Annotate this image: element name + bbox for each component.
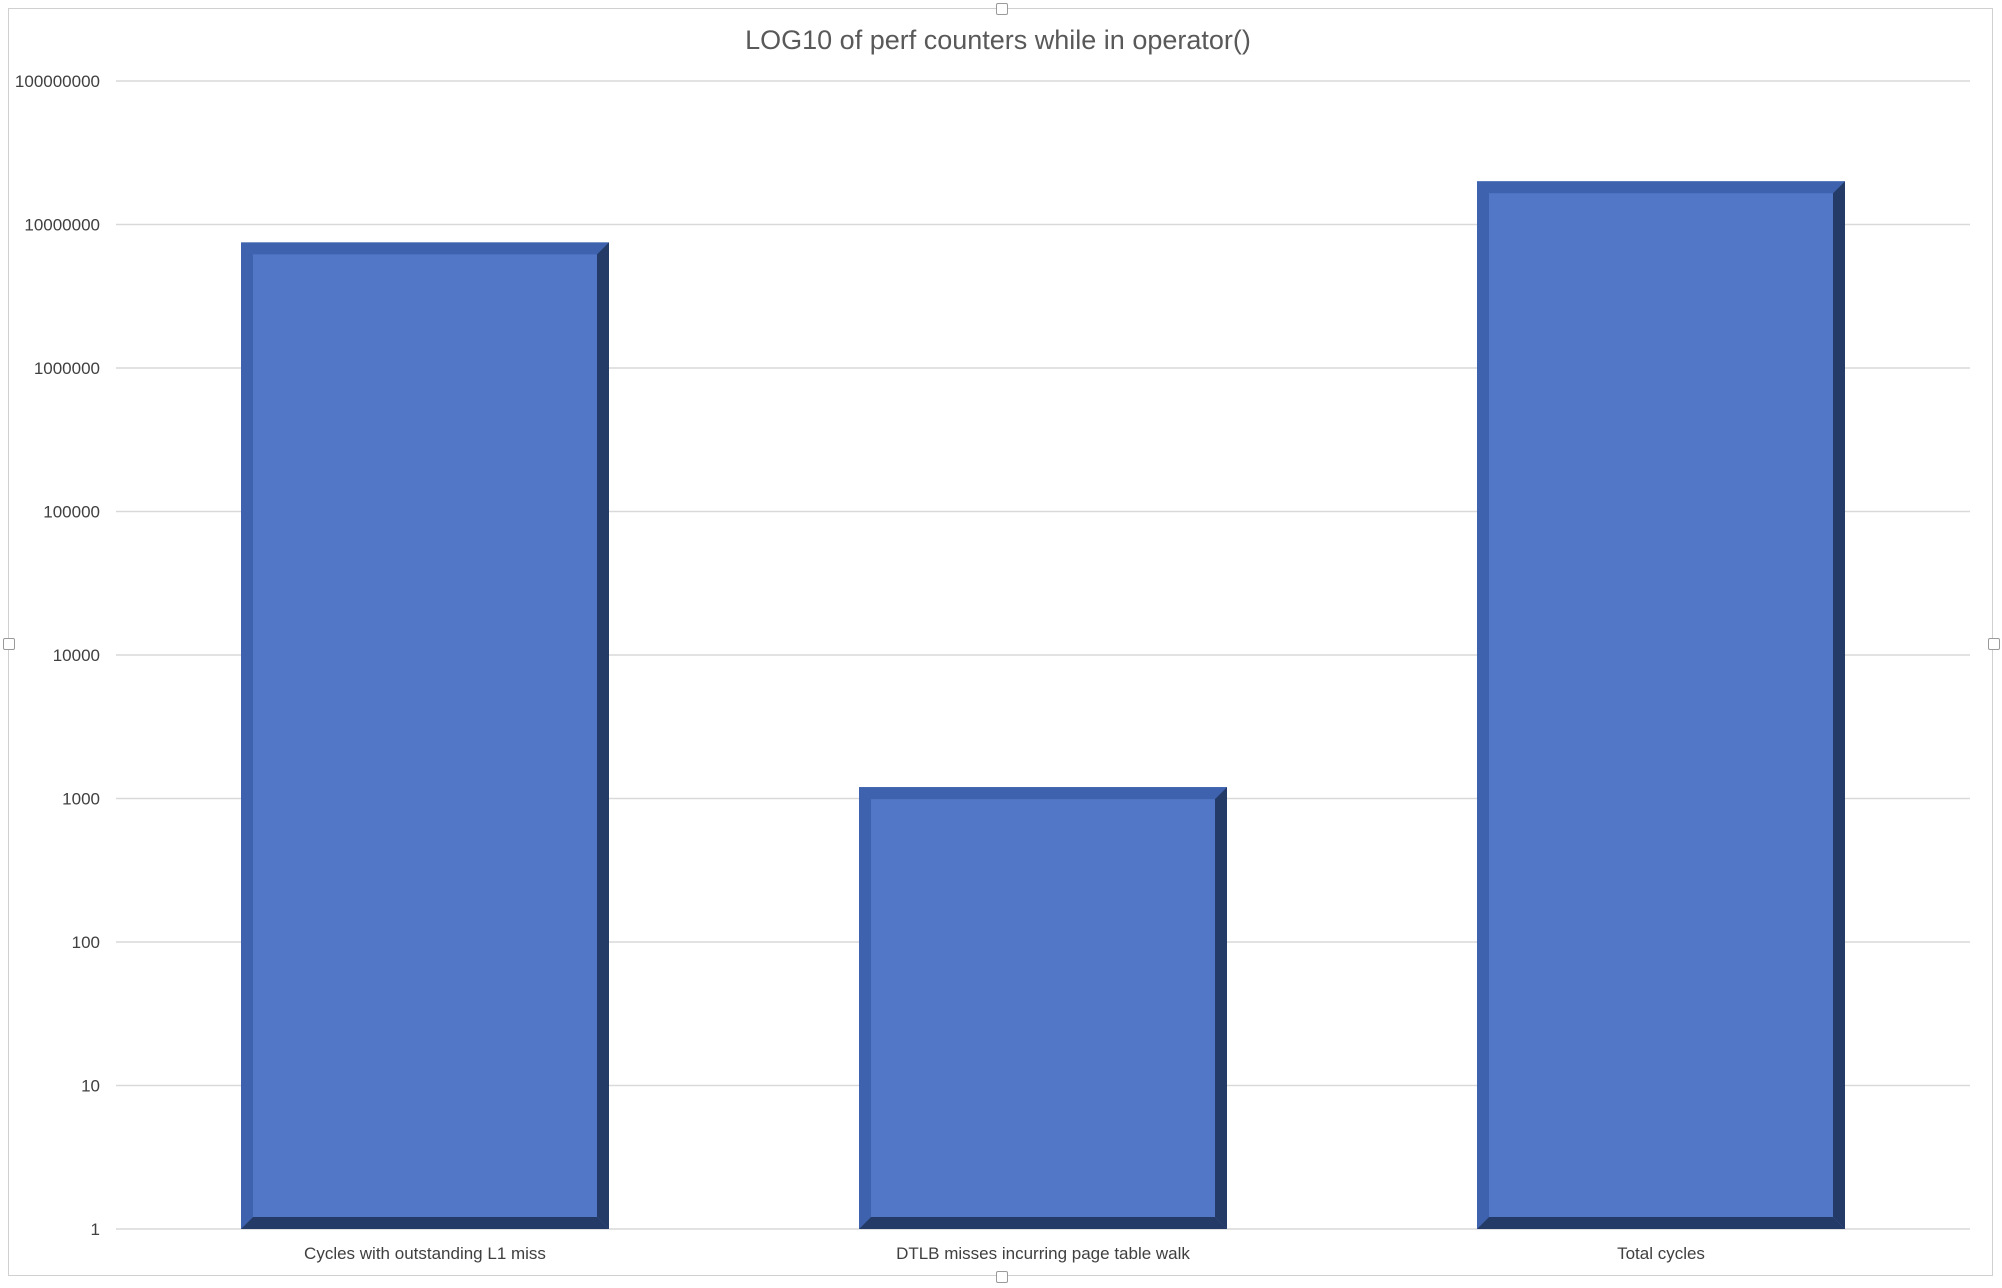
bar-bevel-top bbox=[859, 787, 1227, 800]
y-tick-label: 1000000 bbox=[34, 359, 100, 378]
resize-handle-top[interactable] bbox=[996, 3, 1008, 15]
bar-bevel-right bbox=[597, 242, 609, 1229]
bar-bevel-right bbox=[1215, 787, 1227, 1229]
bar-0[interactable] bbox=[241, 242, 609, 1229]
y-tick-label: 100000000 bbox=[15, 72, 100, 91]
bar-face bbox=[859, 787, 1227, 1229]
x-category-label: Cycles with outstanding L1 miss bbox=[304, 1244, 546, 1263]
y-tick-label: 100000 bbox=[43, 503, 100, 522]
bar-bevel-left bbox=[1477, 181, 1489, 1229]
bar-2[interactable] bbox=[1477, 181, 1845, 1229]
bar-face bbox=[241, 242, 609, 1229]
y-tick-label: 10000000 bbox=[24, 216, 100, 235]
resize-handle-left[interactable] bbox=[3, 638, 15, 650]
y-tick-label: 100 bbox=[72, 933, 100, 952]
bar-bevel-bottom bbox=[1477, 1217, 1845, 1229]
resize-handle-right[interactable] bbox=[1988, 638, 2000, 650]
bar-bevel-left bbox=[241, 242, 253, 1229]
x-category-label: DTLB misses incurring page table walk bbox=[896, 1244, 1190, 1263]
x-category-label: Total cycles bbox=[1617, 1244, 1705, 1263]
bars bbox=[241, 181, 1845, 1229]
bar-bevel-bottom bbox=[241, 1217, 609, 1229]
bar-bevel-top bbox=[1477, 181, 1845, 194]
bar-bevel-top bbox=[241, 242, 609, 255]
bar-bevel-bottom bbox=[859, 1217, 1227, 1229]
x-axis-category-labels: Cycles with outstanding L1 miss DTLB miss… bbox=[304, 1244, 1705, 1263]
bar-bevel-left bbox=[859, 787, 871, 1229]
bar-face bbox=[1477, 181, 1845, 1229]
y-tick-label: 10 bbox=[81, 1077, 100, 1096]
y-tick-label: 10000 bbox=[53, 646, 100, 665]
bar-1[interactable] bbox=[859, 787, 1227, 1229]
y-tick-label: 1000 bbox=[62, 790, 100, 809]
resize-handle-bottom[interactable] bbox=[996, 1271, 1008, 1283]
y-axis-tick-labels: 1 10 100 1000 10000 100000 1000000 10000000 1000… bbox=[15, 72, 100, 1239]
y-tick-label: 1 bbox=[91, 1220, 100, 1239]
chart-title: LOG10 of perf counters while in operator… bbox=[745, 25, 1251, 55]
bar-bevel-right bbox=[1833, 181, 1845, 1229]
